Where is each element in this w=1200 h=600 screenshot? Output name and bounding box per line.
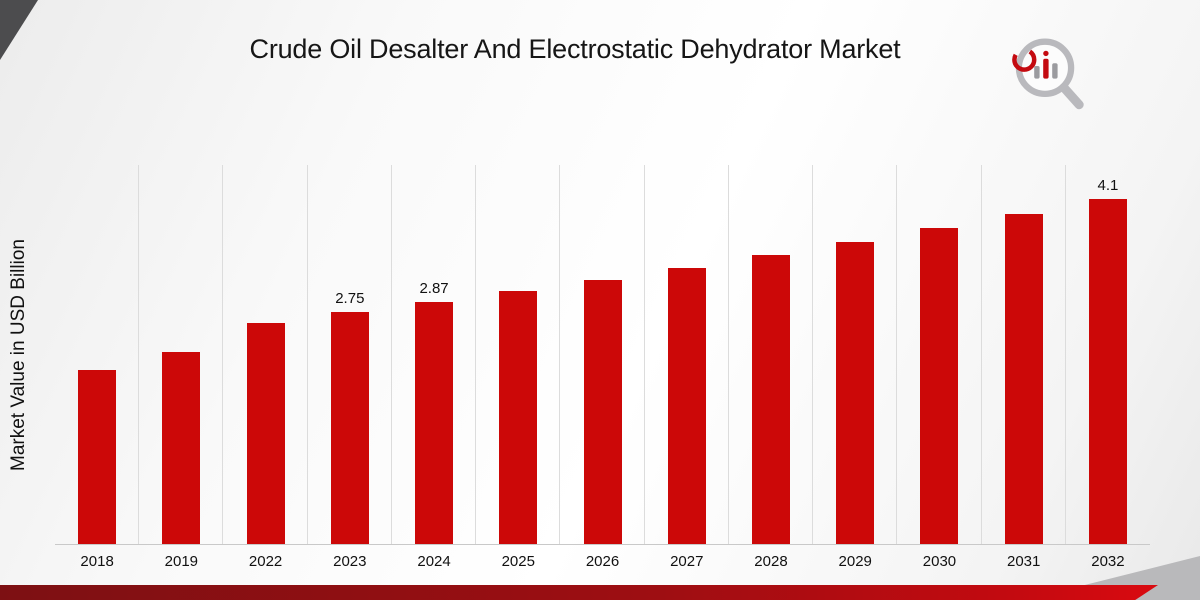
gridline [306, 165, 308, 544]
category-cell: 2027 [645, 165, 729, 570]
bar-2026 [583, 280, 622, 544]
bar-2032 [1088, 198, 1127, 544]
category-cell: 2019 [139, 165, 224, 570]
bar-2025 [499, 291, 538, 544]
x-tick-label: 2032 [1091, 553, 1125, 570]
x-tick-label: 2023 [333, 553, 367, 570]
bar-2028 [751, 255, 790, 544]
x-tick-label: 2029 [838, 553, 872, 570]
gridline [812, 165, 814, 544]
x-tick-label: 2028 [754, 553, 788, 570]
gridline [896, 165, 898, 544]
x-tick-label: 2019 [164, 553, 199, 570]
gridline [222, 165, 224, 544]
bar-value-label: 2.75 [335, 290, 365, 308]
x-tick-label: 2026 [585, 553, 620, 570]
x-tick-label: 2031 [1007, 553, 1041, 570]
bar-2019 [162, 351, 201, 544]
category-cell: 2030 [897, 165, 982, 570]
x-tick-label: 2022 [248, 553, 283, 570]
category-cell: 4.1 2032 [1066, 165, 1150, 570]
bar-2024 [415, 302, 454, 544]
chart-title: Crude Oil Desalter And Electrostatic Deh… [249, 34, 901, 64]
category-cell: 2022 [223, 165, 308, 570]
bar-value-label: 2.87 [419, 280, 449, 298]
gridline [727, 165, 729, 544]
bar-2031 [1004, 213, 1043, 544]
bar-2030 [920, 228, 959, 544]
x-tick-label: 2025 [501, 553, 535, 570]
gridline [390, 165, 392, 544]
category-cell: 2026 [560, 165, 645, 570]
y-axis-label: Market Value in USD Billion [8, 239, 29, 471]
plot-area: 2018 2019 2022 2.75 2023 2.87 2024 2025 2026 2027… [55, 165, 1150, 570]
x-tick-label: 2030 [922, 553, 957, 570]
x-tick-label: 2018 [80, 553, 114, 570]
gridline [475, 165, 477, 544]
bar-2029 [836, 241, 875, 544]
bar-2022 [246, 323, 285, 544]
bar-2027 [667, 267, 706, 544]
category-cell: 2018 [55, 165, 140, 570]
gridline [138, 165, 140, 544]
gridline [1064, 165, 1066, 544]
bottom-red-band [0, 585, 1158, 600]
magnifier-bar-chart-logo-icon [1000, 30, 1090, 120]
category-cell: 2029 [813, 165, 898, 570]
category-cell: 2.75 2023 [308, 165, 392, 570]
plot-cells: 2018 2019 2022 2.75 2023 2.87 2024 2025 2026 2027… [55, 165, 1150, 570]
category-cell: 2.87 2024 [392, 165, 477, 570]
gridline [643, 165, 645, 544]
gridline [559, 165, 561, 544]
category-cell: 2028 [729, 165, 814, 570]
bar-2023 [330, 312, 369, 544]
x-tick-label: 2027 [670, 553, 704, 570]
bar-2018 [78, 369, 117, 544]
gridline [980, 165, 982, 544]
category-cell: 2025 [476, 165, 561, 570]
logo-svg [1012, 38, 1084, 110]
bar-value-label: 4.1 [1097, 176, 1119, 194]
category-cell: 2031 [982, 165, 1066, 570]
x-tick-label: 2024 [417, 553, 451, 570]
